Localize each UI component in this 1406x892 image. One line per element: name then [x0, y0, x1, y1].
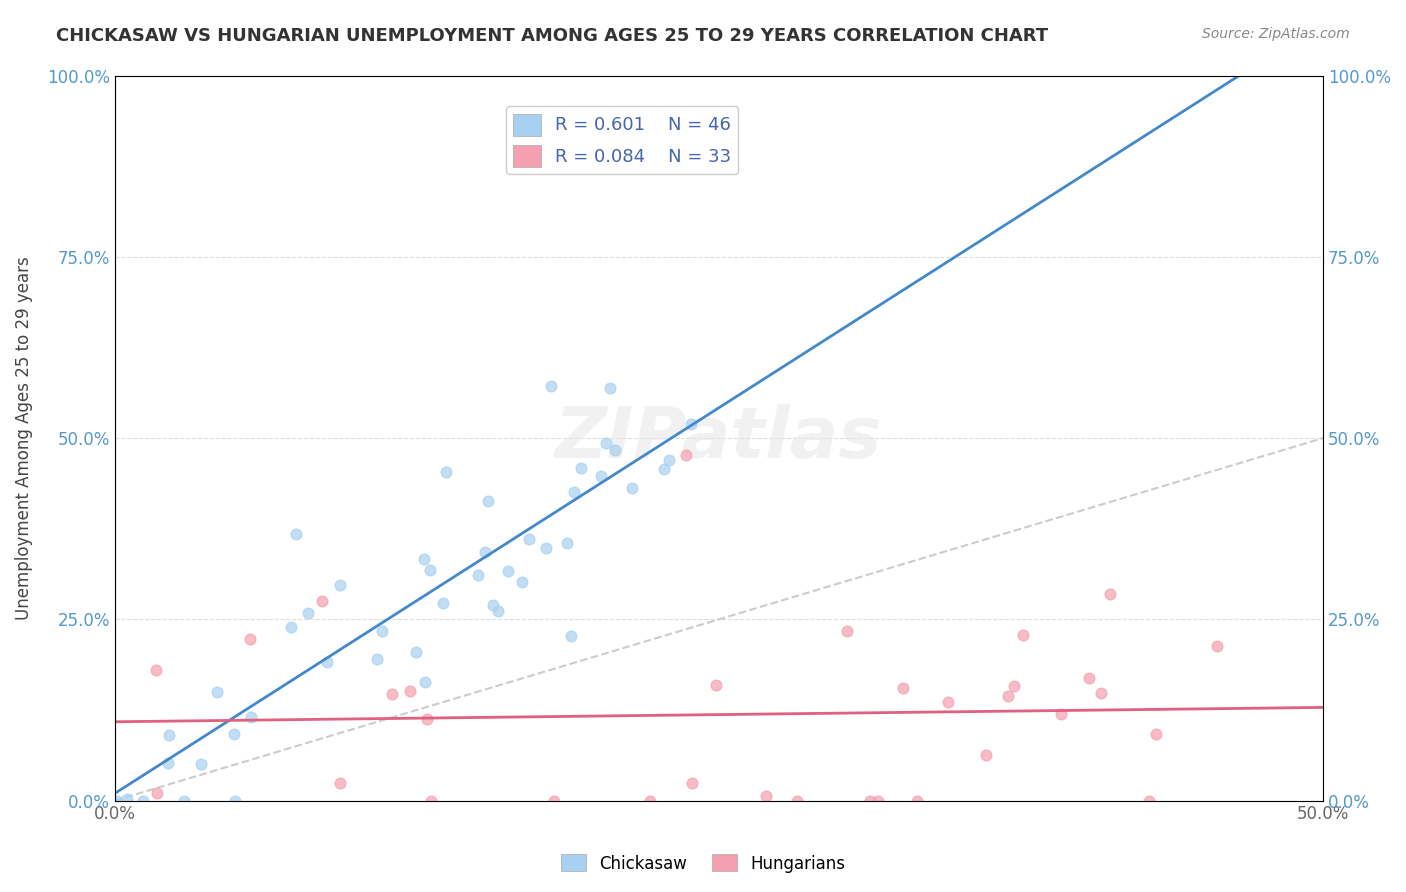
Text: ZIPatlas: ZIPatlas: [555, 403, 883, 473]
Point: [413, 675, 436, 690]
Point: [329, 578, 352, 592]
Point: [419, 563, 441, 577]
Point: [405, 645, 427, 659]
Point: [704, 678, 727, 692]
Point: [605, 442, 627, 457]
Point: [311, 594, 333, 608]
Point: [569, 461, 592, 475]
Point: [1077, 672, 1099, 686]
Point: [285, 527, 308, 541]
Point: [1002, 679, 1025, 693]
Point: [157, 728, 180, 742]
Point: [835, 624, 858, 638]
Point: [145, 663, 167, 677]
Point: [432, 596, 454, 610]
Point: [621, 482, 644, 496]
Point: [117, 792, 139, 806]
Point: [555, 536, 578, 550]
Point: [866, 794, 889, 808]
Point: [205, 685, 228, 699]
Point: [1090, 686, 1112, 700]
Point: [755, 789, 778, 804]
Point: [419, 794, 441, 808]
Text: Source: ZipAtlas.com: Source: ZipAtlas.com: [1202, 27, 1350, 41]
Point: [146, 786, 169, 800]
Point: [599, 381, 621, 395]
Point: [591, 468, 613, 483]
Point: [938, 695, 960, 709]
Point: [859, 794, 882, 808]
Point: [496, 565, 519, 579]
Point: [540, 378, 562, 392]
Point: [381, 687, 404, 701]
Point: [595, 435, 617, 450]
Point: [562, 485, 585, 500]
Point: [239, 710, 262, 724]
Point: [370, 624, 392, 638]
Point: [560, 629, 582, 643]
Point: [1137, 794, 1160, 808]
Point: [415, 712, 437, 726]
Point: [543, 794, 565, 808]
Point: [652, 462, 675, 476]
Point: [474, 545, 496, 559]
Point: [997, 689, 1019, 703]
Point: [413, 552, 436, 566]
Point: [658, 453, 681, 467]
Point: [280, 620, 302, 634]
Point: [329, 776, 352, 790]
Point: [132, 794, 155, 808]
Y-axis label: Unemployment Among Ages 25 to 29 years: Unemployment Among Ages 25 to 29 years: [15, 256, 32, 620]
Point: [366, 652, 388, 666]
Point: [105, 794, 128, 808]
Point: [681, 776, 703, 790]
Point: [974, 747, 997, 762]
Point: [1098, 587, 1121, 601]
Point: [675, 448, 697, 462]
Legend: Chickasaw, Hungarians: Chickasaw, Hungarians: [554, 847, 852, 880]
Point: [239, 632, 262, 646]
Point: [190, 756, 212, 771]
Point: [486, 604, 509, 618]
Point: [1050, 707, 1073, 722]
Point: [510, 575, 533, 590]
Point: [399, 683, 422, 698]
Point: [467, 568, 489, 582]
Point: [638, 794, 661, 808]
Point: [173, 794, 195, 808]
Point: [517, 532, 540, 546]
Point: [905, 794, 928, 808]
Point: [679, 417, 702, 431]
Point: [316, 656, 339, 670]
Point: [224, 794, 246, 808]
Point: [1205, 639, 1227, 653]
Point: [434, 466, 457, 480]
Point: [536, 541, 558, 555]
Point: [891, 681, 914, 696]
Legend: R = 0.601    N = 46, R = 0.084    N = 33: R = 0.601 N = 46, R = 0.084 N = 33: [506, 106, 738, 174]
Point: [482, 599, 505, 613]
Text: CHICKASAW VS HUNGARIAN UNEMPLOYMENT AMONG AGES 25 TO 29 YEARS CORRELATION CHART: CHICKASAW VS HUNGARIAN UNEMPLOYMENT AMON…: [56, 27, 1049, 45]
Point: [786, 794, 808, 808]
Point: [477, 494, 499, 508]
Point: [297, 606, 319, 620]
Point: [157, 756, 180, 770]
Point: [1012, 628, 1035, 642]
Point: [224, 727, 246, 741]
Point: [1144, 727, 1167, 741]
